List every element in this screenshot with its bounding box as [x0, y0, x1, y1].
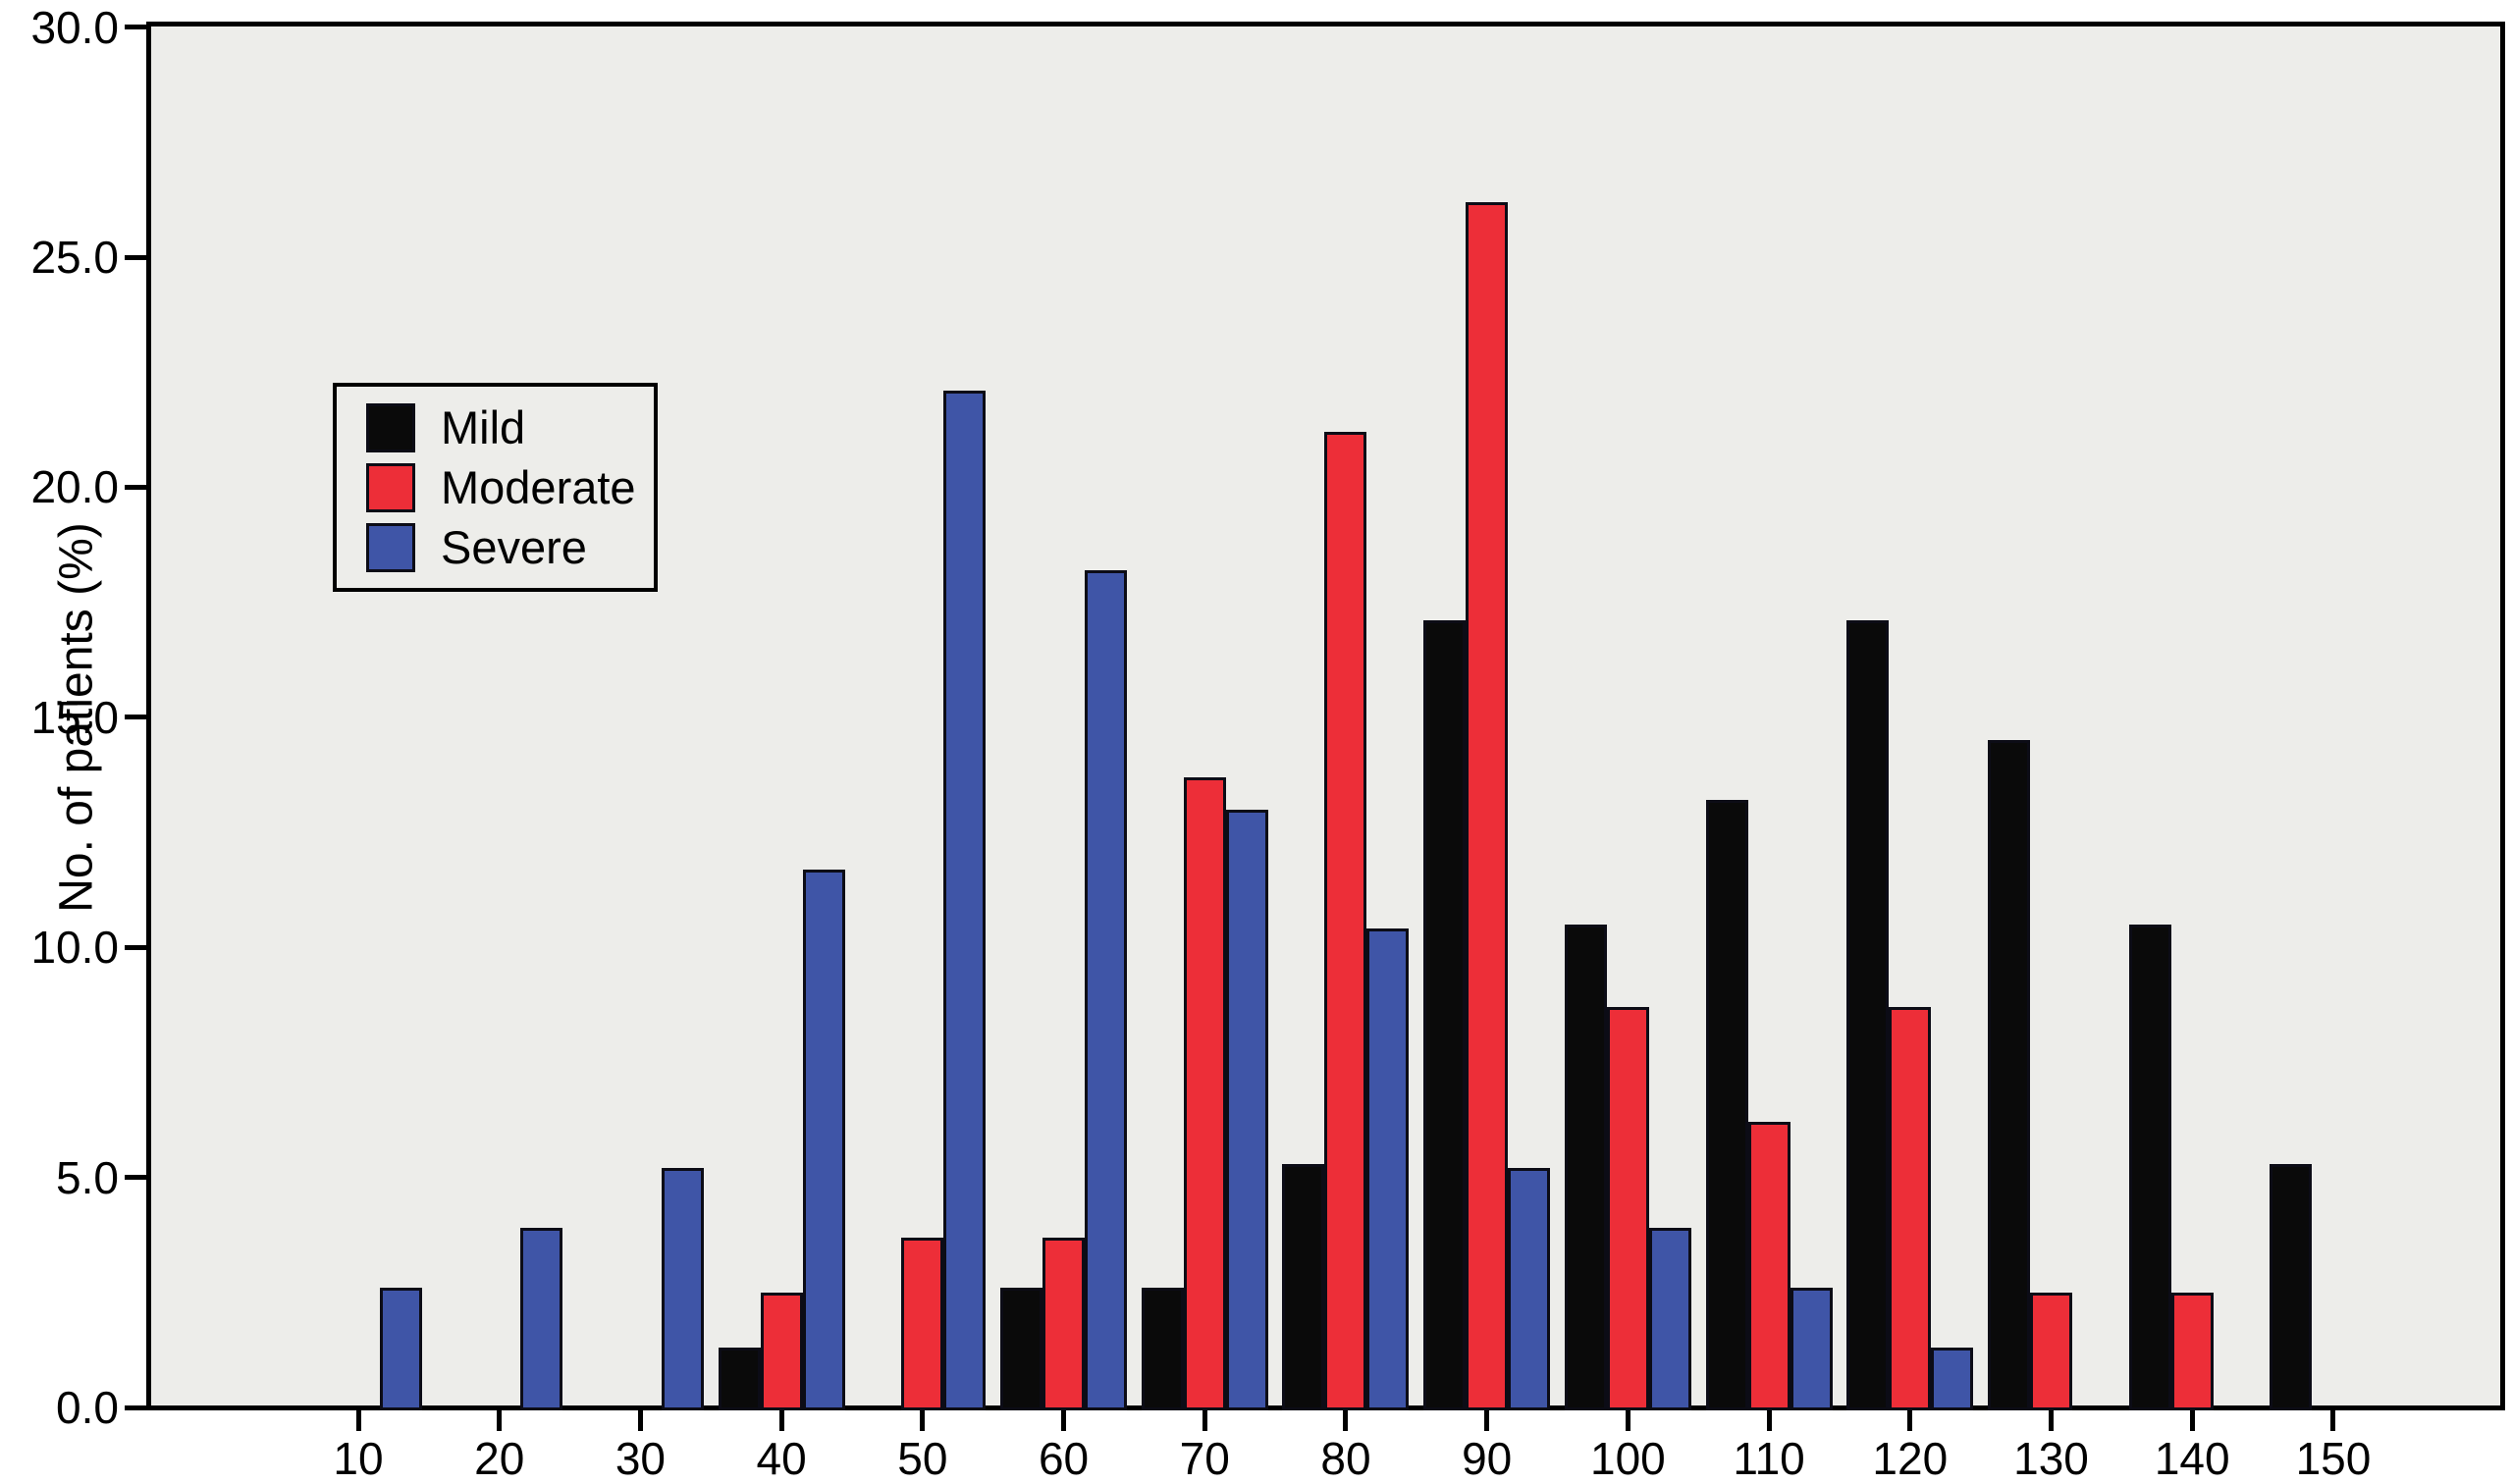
bar-mild-100 [1564, 924, 1607, 1410]
y-tick-label-5: 5.0 [56, 1151, 119, 1203]
y-tick-label-15: 15.0 [30, 691, 119, 743]
x-tick-label-70: 70 [1179, 1433, 1230, 1484]
x-tick-label-140: 140 [2154, 1433, 2230, 1484]
bar-mild-130 [1988, 740, 2031, 1410]
x-tick-100 [1625, 1410, 1630, 1431]
bar-severe-110 [1790, 1288, 1833, 1410]
x-tick-label-90: 90 [1462, 1433, 1513, 1484]
bar-mild-60 [1000, 1288, 1043, 1410]
x-tick-40 [778, 1410, 784, 1431]
x-tick-label-120: 120 [1872, 1433, 1949, 1484]
x-tick-140 [2189, 1410, 2195, 1431]
y-tick-label-0: 0.0 [56, 1382, 119, 1433]
y-tick-label-25: 25.0 [30, 232, 119, 283]
bar-mild-120 [1846, 620, 1890, 1410]
x-tick-150 [2330, 1410, 2336, 1431]
x-tick-label-50: 50 [897, 1433, 948, 1484]
bar-mild-150 [2270, 1163, 2313, 1410]
x-tick-110 [1766, 1410, 1772, 1431]
bar-moderate-40 [760, 1292, 803, 1410]
bar-moderate-60 [1042, 1237, 1086, 1410]
bar-mild-110 [1705, 800, 1748, 1410]
bar-mild-40 [718, 1348, 761, 1410]
y-tick-25 [125, 254, 147, 260]
x-tick-label-80: 80 [1320, 1433, 1371, 1484]
bar-mild-70 [1141, 1288, 1184, 1410]
bar-moderate-50 [901, 1237, 944, 1410]
y-tick-label-30: 30.0 [30, 1, 119, 53]
legend-swatch-mild [366, 402, 415, 452]
x-tick-label-130: 130 [2013, 1433, 2089, 1484]
bar-mild-80 [1282, 1163, 1325, 1410]
legend-label-mild: Mild [441, 400, 526, 453]
bar-mild-140 [2128, 924, 2171, 1410]
bar-moderate-130 [2030, 1292, 2073, 1410]
bar-severe-90 [1508, 1168, 1551, 1410]
x-tick-30 [637, 1410, 643, 1431]
x-tick-60 [1061, 1410, 1067, 1431]
x-tick-label-60: 60 [1038, 1433, 1090, 1484]
bar-severe-70 [1225, 809, 1268, 1410]
bar-severe-60 [1085, 569, 1128, 1410]
x-tick-label-10: 10 [333, 1433, 384, 1484]
y-tick-label-20: 20.0 [30, 461, 119, 513]
x-tick-20 [497, 1410, 503, 1431]
x-tick-label-150: 150 [2295, 1433, 2372, 1484]
legend-swatch-moderate [366, 462, 415, 512]
x-tick-70 [1202, 1410, 1207, 1431]
y-tick-0 [125, 1404, 147, 1410]
x-tick-50 [920, 1410, 926, 1431]
bar-severe-40 [802, 869, 845, 1410]
bar-severe-100 [1648, 1228, 1691, 1410]
bar-moderate-70 [1183, 776, 1226, 1410]
x-tick-130 [2049, 1410, 2055, 1431]
bar-moderate-100 [1606, 1007, 1649, 1410]
legend: Mild Moderate Severe [333, 383, 658, 592]
x-tick-10 [355, 1410, 361, 1431]
bar-mild-90 [1423, 620, 1467, 1410]
bar-severe-80 [1366, 928, 1410, 1410]
bar-severe-10 [379, 1288, 422, 1410]
bar-moderate-140 [2170, 1292, 2214, 1410]
legend-label-severe: Severe [441, 520, 587, 573]
y-tick-label-10: 10.0 [30, 922, 119, 974]
x-tick-label-40: 40 [756, 1433, 807, 1484]
x-tick-90 [1484, 1410, 1490, 1431]
x-tick-120 [1907, 1410, 1913, 1431]
bar-moderate-80 [1324, 432, 1367, 1410]
x-tick-label-30: 30 [615, 1433, 666, 1484]
bar-moderate-90 [1466, 201, 1509, 1410]
bar-severe-20 [520, 1228, 563, 1410]
legend-row-moderate: Moderate [366, 460, 654, 513]
legend-label-moderate: Moderate [441, 460, 636, 513]
legend-swatch-severe [366, 522, 415, 572]
bar-severe-50 [943, 390, 987, 1410]
bar-moderate-120 [1889, 1007, 1932, 1410]
bar-severe-120 [1931, 1348, 1974, 1410]
bar-severe-30 [661, 1168, 704, 1410]
legend-row-severe: Severe [366, 520, 654, 573]
y-tick-5 [125, 1175, 147, 1181]
y-tick-10 [125, 944, 147, 950]
x-tick-label-100: 100 [1590, 1433, 1666, 1484]
bar-moderate-110 [1747, 1122, 1790, 1410]
x-tick-label-20: 20 [474, 1433, 525, 1484]
legend-row-mild: Mild [366, 400, 654, 453]
x-tick-80 [1343, 1410, 1349, 1431]
x-tick-label-110: 110 [1733, 1433, 1805, 1484]
y-tick-15 [125, 715, 147, 720]
y-tick-30 [125, 25, 147, 30]
y-tick-20 [125, 484, 147, 490]
